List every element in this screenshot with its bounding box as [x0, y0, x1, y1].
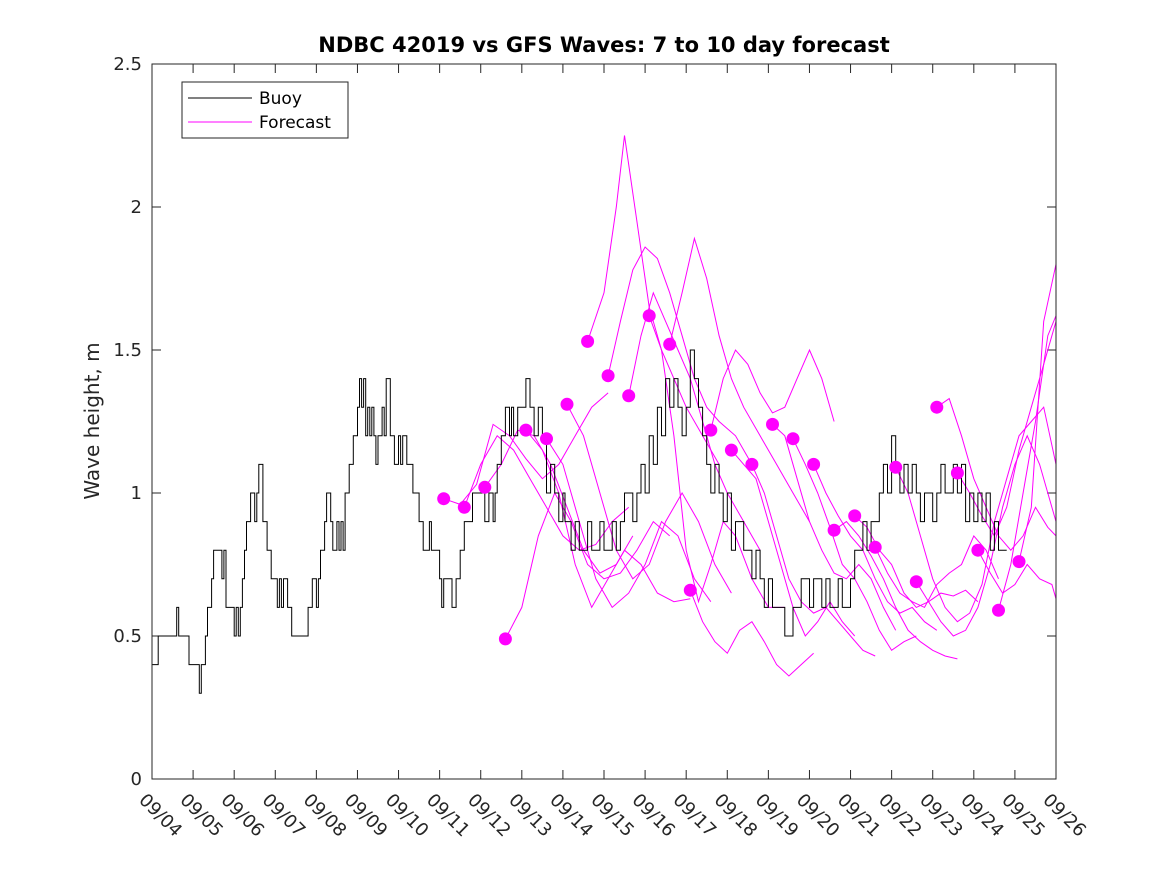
forecast-series-line — [915, 434, 1057, 637]
forecast-marker — [437, 492, 451, 506]
forecast-series-line — [751, 464, 876, 657]
forecast-series-line — [484, 429, 634, 574]
forecast-series-line — [998, 315, 1057, 611]
forecast-marker — [622, 389, 636, 403]
forecast-series-line — [874, 534, 999, 609]
forecast-marker — [930, 400, 944, 414]
legend: Buoy Forecast — [181, 81, 349, 139]
forecast-series-line — [607, 246, 753, 465]
forecast-marker — [766, 417, 779, 431]
y-tick-label: 0 — [131, 769, 142, 790]
forecast-marker — [868, 540, 882, 554]
plot-frame — [151, 63, 1057, 780]
forecast-marker — [889, 460, 903, 474]
forecast-series-line — [772, 424, 897, 631]
forecast-marker — [478, 480, 492, 494]
legend-forecast-label: Forecast — [259, 113, 331, 133]
forecast-marker — [745, 457, 759, 471]
series-group — [152, 135, 1057, 694]
forecast-series-line — [833, 520, 958, 660]
forecast-marker — [827, 523, 841, 537]
y-axis-label: Wave height, m — [80, 342, 104, 499]
forecast-marker — [519, 423, 533, 437]
y-tick-label: 1.5 — [113, 340, 142, 361]
y-tick-label: 0.5 — [113, 626, 142, 647]
forecast-marker — [540, 432, 553, 446]
forecast-marker — [971, 543, 985, 557]
forecast-marker — [724, 443, 738, 457]
forecast-series-line — [504, 491, 671, 640]
forecast-series-line — [813, 464, 938, 631]
forecast-marker — [909, 575, 923, 589]
forecast-marker — [663, 337, 677, 351]
forecast-series-line — [443, 392, 609, 505]
legend-box — [181, 81, 349, 139]
y-tick-label: 2 — [131, 197, 142, 218]
forecast-series-line — [566, 404, 732, 594]
forecast-series-line — [977, 549, 1057, 599]
forecast-series-line — [525, 429, 691, 609]
forecast-marker — [950, 466, 964, 480]
buoy-series-line — [152, 349, 1007, 694]
forecast-marker — [581, 334, 595, 348]
forecast-marker — [683, 583, 697, 597]
chart-title: NDBC 42019 vs GFS Waves: 7 to 10 day for… — [318, 33, 889, 57]
forecast-marker — [601, 369, 615, 383]
forecast-marker — [786, 432, 800, 446]
forecast-series-line — [1018, 264, 1057, 562]
forecast-marker — [560, 397, 574, 411]
forecast-marker — [992, 603, 1005, 617]
y-tick-labels: 0 0.5 1 1.5 2 2.5 — [113, 54, 142, 790]
y-tick-label: 1 — [131, 483, 142, 504]
forecast-marker — [848, 509, 862, 523]
forecast-series-line — [895, 406, 1057, 623]
forecast-series-line — [689, 590, 814, 677]
forecast-marker — [457, 500, 471, 514]
forecast-series-line — [710, 348, 835, 431]
plot-area — [152, 64, 1056, 779]
forecast-markers — [437, 309, 1026, 646]
forecast-marker — [642, 309, 656, 323]
forecast-marker — [807, 457, 821, 471]
forecast-series-line — [463, 435, 630, 551]
y-tick-label: 2.5 — [113, 54, 142, 75]
forecast-series-line — [546, 438, 712, 609]
legend-buoy-label: Buoy — [259, 89, 302, 109]
forecast-marker — [704, 423, 718, 437]
forecast-marker — [1012, 555, 1026, 569]
forecast-series-line — [669, 236, 810, 522]
forecast-marker — [498, 632, 512, 646]
